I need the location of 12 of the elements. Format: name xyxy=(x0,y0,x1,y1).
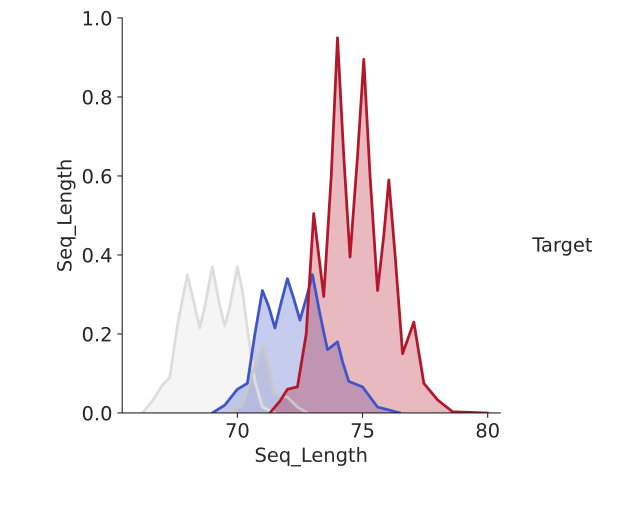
legend-title: Target xyxy=(532,237,592,256)
y-tick-label: 0.8 xyxy=(82,90,112,105)
y-tick-label: 0.6 xyxy=(82,168,112,184)
y-tick-label: 0.2 xyxy=(82,326,111,342)
x-tick-label: 75 xyxy=(352,423,374,438)
y-tick-label: 1.0 xyxy=(84,10,112,26)
x-axis-title: Seq_Length xyxy=(256,447,366,466)
y-tick-label: 0.4 xyxy=(82,248,112,263)
x-tick-label: 80 xyxy=(476,423,499,438)
y-tick-label: 0.0 xyxy=(82,406,112,421)
x-tick-label: 70 xyxy=(226,423,248,438)
y-axis-title: Seq_Length xyxy=(56,160,76,271)
